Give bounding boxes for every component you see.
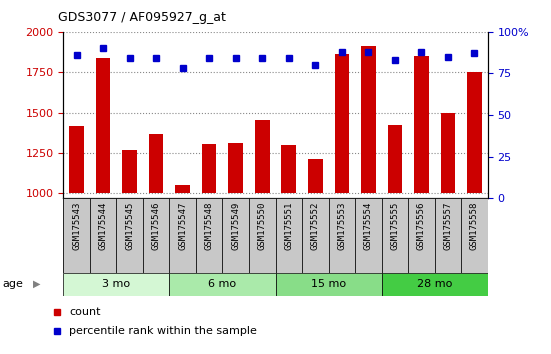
Text: ▶: ▶ (33, 279, 41, 289)
Text: GSM175547: GSM175547 (178, 202, 187, 250)
Bar (414, 56, 429, 193)
Text: GDS3077 / AF095927_g_at: GDS3077 / AF095927_g_at (58, 11, 226, 24)
Text: 3 mo: 3 mo (102, 279, 131, 289)
Text: GSM175551: GSM175551 (284, 202, 293, 250)
Bar (282, 145, 296, 193)
Text: age: age (3, 279, 24, 289)
Bar (276, 198, 302, 273)
Bar (387, 125, 402, 193)
Text: GSM175552: GSM175552 (311, 202, 320, 250)
Bar (328, 198, 355, 273)
Bar (175, 185, 190, 193)
Bar (467, 72, 482, 193)
Bar (461, 198, 488, 273)
Text: 15 mo: 15 mo (311, 279, 346, 289)
Bar (170, 198, 196, 273)
Bar (196, 198, 223, 273)
Bar (63, 273, 170, 296)
Text: GSM175550: GSM175550 (258, 202, 267, 250)
Text: GSM175555: GSM175555 (390, 202, 399, 250)
Bar (143, 198, 170, 273)
Bar (63, 198, 488, 273)
Bar (116, 198, 143, 273)
Bar (381, 198, 408, 273)
Bar (308, 159, 322, 193)
Bar (63, 198, 90, 273)
Bar (223, 198, 249, 273)
Text: percentile rank within the sample: percentile rank within the sample (69, 326, 257, 336)
Bar (249, 198, 276, 273)
Text: GSM175554: GSM175554 (364, 202, 373, 250)
Text: count: count (69, 307, 101, 317)
Text: GSM175558: GSM175558 (470, 202, 479, 250)
Text: GSM175544: GSM175544 (99, 202, 107, 250)
Bar (441, 113, 455, 193)
Bar (122, 150, 137, 193)
Bar (302, 198, 328, 273)
Bar (435, 198, 461, 273)
Text: GSM175556: GSM175556 (417, 202, 426, 250)
Bar (276, 273, 381, 296)
Bar (170, 273, 276, 296)
Bar (149, 133, 164, 193)
Text: GSM175548: GSM175548 (205, 202, 214, 250)
Bar (408, 198, 435, 273)
Text: 6 mo: 6 mo (208, 279, 236, 289)
Bar (355, 198, 381, 273)
Text: GSM175543: GSM175543 (72, 202, 81, 250)
Bar (202, 144, 217, 193)
Text: GSM175557: GSM175557 (444, 202, 452, 250)
Bar (255, 120, 269, 193)
Bar (90, 198, 116, 273)
Text: 28 mo: 28 mo (417, 279, 452, 289)
Text: GSM175545: GSM175545 (125, 202, 134, 250)
Bar (381, 273, 488, 296)
Bar (69, 126, 84, 193)
Bar (334, 55, 349, 193)
Bar (229, 143, 243, 193)
Text: GSM175549: GSM175549 (231, 202, 240, 250)
Text: GSM175546: GSM175546 (152, 202, 161, 250)
Bar (96, 58, 110, 193)
Bar (361, 46, 376, 193)
Text: GSM175553: GSM175553 (337, 202, 346, 250)
